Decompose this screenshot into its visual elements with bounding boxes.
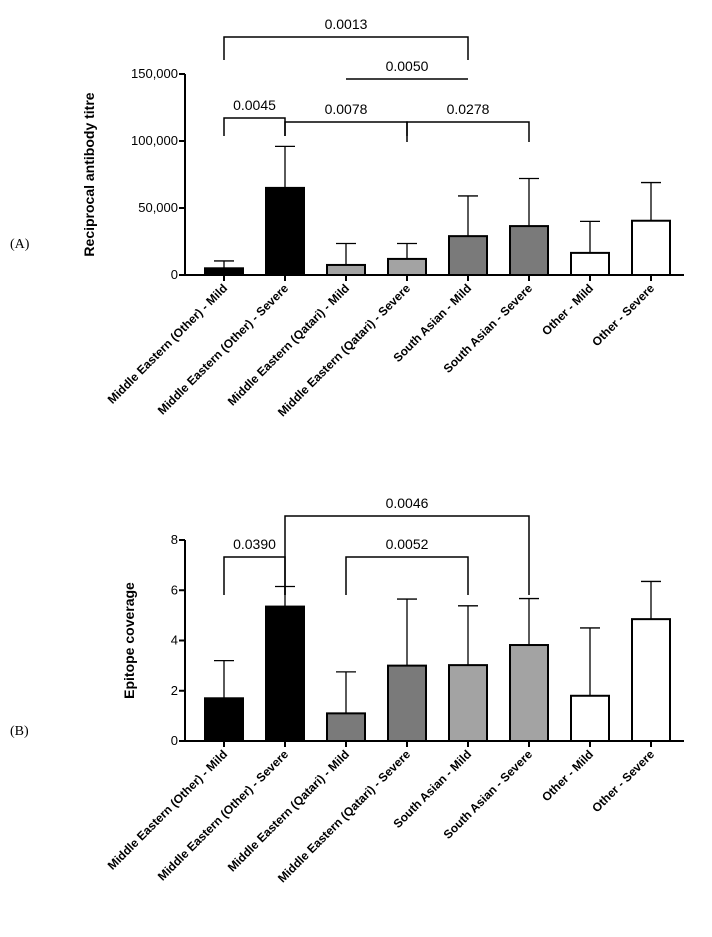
- panel-label: (B): [10, 724, 29, 739]
- x-tick-label: Middle Eastern (Qatari) - Severe: [275, 747, 413, 885]
- x-tick-label: Middle Eastern (Other) - Severe: [155, 281, 292, 418]
- p-value-label: 0.0013: [325, 16, 368, 32]
- significance-bracket: [223, 36, 469, 60]
- p-value-label: 0.0050: [386, 58, 429, 74]
- y-tick-label: 8: [171, 532, 178, 547]
- bar: [265, 605, 305, 742]
- y-tick-label: 2: [171, 683, 178, 698]
- bar: [326, 712, 366, 742]
- chart-panel-a: (A) Reciprocal antibody titre 0 50,000 100,0…: [10, 16, 684, 419]
- significance-bracket: [223, 117, 286, 136]
- bar: [631, 219, 671, 276]
- x-tick-label: Other - Mild: [539, 281, 596, 338]
- y-axis-label: Reciprocal antibody titre: [81, 92, 97, 256]
- bar: [448, 664, 488, 742]
- p-value-label: 0.0045: [233, 97, 276, 113]
- x-tick-label: Other - Mild: [539, 747, 596, 804]
- panel-label: (A): [10, 237, 30, 252]
- bar: [631, 618, 671, 742]
- significance-bracket: [284, 121, 408, 136]
- p-value-label: 0.0052: [386, 536, 429, 552]
- y-tick-label: 150,000: [131, 66, 178, 81]
- x-tick-label: Middle Eastern (Other) - Mild: [105, 281, 230, 406]
- bar: [570, 694, 610, 743]
- y-tick-label: 6: [171, 582, 178, 597]
- significance-bracket: [284, 515, 530, 595]
- y-axis-label: Epitope coverage: [121, 582, 137, 699]
- y-tick-label: 0: [171, 267, 178, 282]
- x-tick-label: Middle Eastern (Qatari) - Severe: [275, 281, 413, 419]
- bar: [387, 257, 427, 277]
- y-tick-label: 0: [171, 733, 178, 748]
- bar: [326, 263, 366, 277]
- significance-bracket: [406, 121, 530, 142]
- x-tick-label: Middle Eastern (Other) - Mild: [105, 747, 230, 872]
- x-tick-label: Middle Eastern (Qatari) - Mild: [225, 747, 352, 874]
- p-value-label: 0.0278: [447, 101, 490, 117]
- bar: [204, 267, 244, 276]
- x-tick-label: Middle Eastern (Other) - Severe: [155, 747, 292, 884]
- x-tick-label: Middle Eastern (Qatari) - Mild: [225, 281, 352, 408]
- significance-bracket: [223, 556, 286, 595]
- bar: [204, 697, 244, 742]
- chart-panel-b: (B) Epitope coverage 0 2 4 6 8 Middle Eastern (…: [10, 495, 684, 885]
- x-tick-label: Other - Severe: [589, 281, 657, 349]
- significance-bracket: [345, 556, 469, 595]
- bar: [448, 235, 488, 276]
- x-tick-label: Other - Severe: [589, 747, 657, 815]
- bar: [570, 251, 610, 276]
- p-value-label: 0.0046: [386, 495, 429, 511]
- bar: [509, 644, 549, 743]
- y-tick-label: 50,000: [138, 200, 178, 215]
- y-tick-label: 4: [171, 633, 178, 648]
- y-tick-label: 100,000: [131, 133, 178, 148]
- bar: [509, 225, 549, 276]
- p-value-label: 0.0078: [325, 101, 368, 117]
- p-value-label: 0.0390: [233, 536, 276, 552]
- bar: [387, 664, 427, 742]
- bar: [265, 186, 305, 276]
